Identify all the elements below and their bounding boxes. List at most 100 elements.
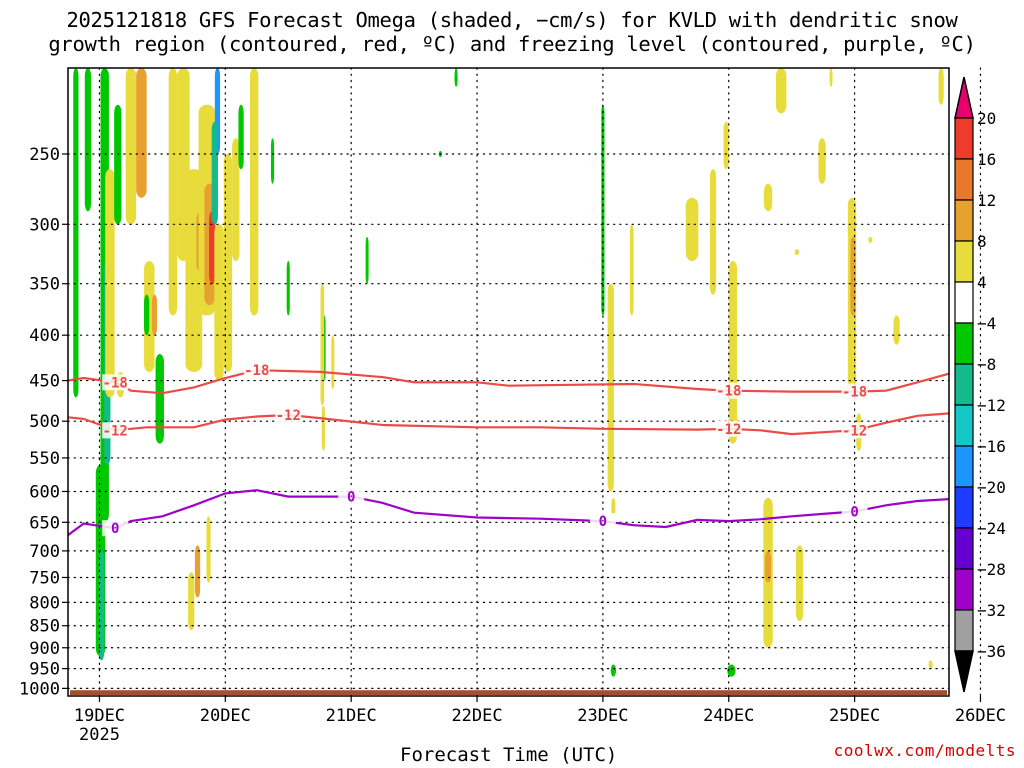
y-tick-label: 500	[29, 412, 60, 432]
contour-label: -12	[716, 422, 741, 438]
contour-label: -18	[842, 385, 867, 401]
contour-label: 0	[347, 490, 355, 506]
omega-shade-patch	[454, 68, 458, 87]
omega-shade-patch	[709, 169, 717, 295]
omega-shade-patch	[610, 664, 617, 677]
omega-shade-patch	[818, 138, 826, 184]
omega-shade-patch	[188, 572, 195, 631]
omega-shade-patch	[685, 197, 699, 262]
omega-shade-patch	[320, 283, 325, 406]
omega-shade-patch	[114, 104, 122, 225]
x-tick-label: 21DEC	[326, 706, 377, 726]
colorbar-swatch	[954, 445, 974, 488]
omega-shade-patch	[728, 261, 738, 444]
contour-t_minus18	[67, 369, 950, 395]
contour-t_minus12	[67, 412, 950, 436]
omega-shade-patch	[73, 68, 79, 398]
y-tick-label: 250	[29, 145, 60, 165]
contour-label-bg	[243, 362, 270, 379]
contour-label-bg	[715, 420, 742, 437]
y-tick-label: 550	[29, 449, 60, 469]
colorbar-label: 20	[977, 109, 996, 128]
y-tick-label: 650	[29, 513, 60, 533]
omega-shade-patch	[629, 224, 634, 316]
omega-shade-patch	[98, 550, 105, 661]
colorbar-label: 12	[977, 191, 996, 210]
y-tick-label: 400	[29, 326, 60, 346]
contour-label: 0	[599, 514, 607, 530]
colorbar: 20 16 12 8 4 −4 −8 −12 −16 −20 −24 −28 −32 −36	[954, 76, 1006, 693]
omega-shade-patch	[763, 183, 773, 212]
omega-shade-patch	[84, 68, 92, 212]
y-tick-label: 750	[29, 568, 60, 588]
colorbar-label: −24	[977, 519, 1006, 538]
omega-shade-patch	[868, 236, 873, 243]
colorbar-label: −16	[977, 437, 1006, 456]
omega-shade-patch	[270, 138, 275, 184]
contour-label: -18	[103, 375, 128, 391]
omega-shade-patch	[136, 68, 147, 198]
x-axis-label: Forecast Time (UTC)	[400, 744, 618, 766]
x-tick-label: 22DEC	[451, 706, 502, 726]
omega-shade-patch	[611, 497, 616, 517]
colorbar-swatch	[954, 117, 974, 160]
colorbar-label: −36	[977, 642, 1006, 661]
omega-shade-patch	[775, 68, 787, 114]
ground-layer	[70, 690, 947, 695]
colorbar-swatch	[954, 404, 974, 447]
contour-label-bg	[715, 382, 742, 399]
y-tick-label: 900	[29, 639, 60, 659]
contour-label-bg	[841, 383, 868, 400]
y-tick-label: 350	[29, 275, 60, 295]
omega-shade-patch	[155, 353, 164, 444]
colorbar-swatch	[954, 281, 974, 324]
omega-shade-patch	[125, 68, 137, 225]
x-tick-label: 20DEC	[200, 706, 251, 726]
colorbar-swatch	[954, 240, 974, 283]
y-tick-label: 1000	[19, 679, 60, 699]
axes: 2503003504004505005506006507007508008509…	[19, 67, 1006, 745]
omega-shade-patch	[365, 236, 369, 284]
omega-shade-patch	[938, 68, 944, 105]
colorbar-swatch	[954, 568, 974, 611]
omega-shade-patch	[206, 516, 211, 583]
contour-label-bg	[589, 513, 616, 530]
chart-title: 2025121818 GFS Forecast Omega (shaded, −…	[0, 8, 1024, 56]
colorbar-label: 8	[977, 232, 987, 251]
omega-shade-patch	[723, 121, 729, 170]
omega-shade-patch	[928, 660, 933, 669]
omega-shade-patch	[168, 68, 178, 316]
contour-label: -12	[276, 408, 301, 424]
colorbar-swatch	[954, 363, 974, 406]
contour-label-bg	[102, 520, 129, 537]
omega-shade-patch	[105, 169, 115, 398]
x-tick-label: 19DEC	[74, 706, 125, 726]
colorbar-label: 4	[977, 273, 987, 292]
contour-label-bg	[841, 422, 868, 439]
omega-shade-patch	[144, 294, 150, 336]
omega-shade-patch	[331, 335, 335, 390]
colorbar-label: −20	[977, 478, 1006, 497]
credit-link[interactable]: coolwx.com/modelts	[833, 741, 1016, 760]
x-year-label: 2025	[79, 725, 120, 745]
colorbar-swatch	[954, 158, 974, 201]
contour-label-bg	[841, 503, 868, 520]
contour-label-bg	[338, 488, 365, 505]
omega-shade-patch	[321, 405, 325, 451]
colorbar-label: −28	[977, 560, 1006, 579]
contour-label: -12	[842, 423, 867, 439]
colorbar-label: −32	[977, 601, 1006, 620]
ground-fill	[70, 690, 947, 695]
y-tick-label: 950	[29, 660, 60, 680]
colorbar-label: −12	[977, 396, 1006, 415]
omega-shade-patch	[794, 249, 800, 256]
contour-label: -18	[716, 384, 741, 400]
y-tick-label: 700	[29, 542, 60, 562]
colorbar-swatch	[954, 609, 974, 652]
x-tick-label: 25DEC	[829, 706, 880, 726]
colorbar-swatch	[954, 322, 974, 365]
y-tick-label: 450	[29, 372, 60, 392]
omega-shade-patch	[829, 68, 833, 87]
omega-shade-patch	[232, 138, 240, 262]
